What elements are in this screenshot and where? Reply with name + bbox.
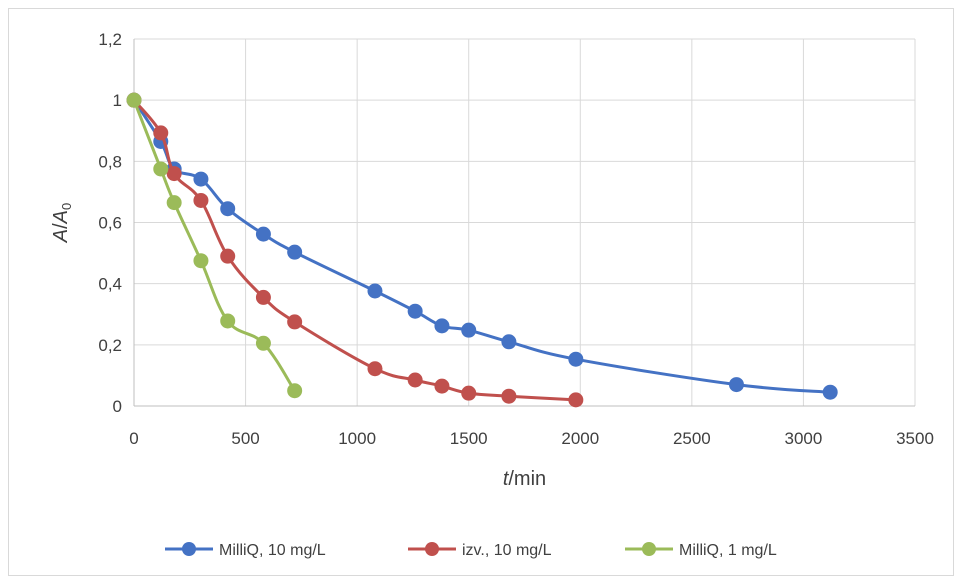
y-tick-label: 1,2 <box>98 30 122 49</box>
y-tick-label: 0,2 <box>98 336 122 355</box>
data-point <box>220 313 236 329</box>
data-point <box>255 335 271 351</box>
x-tick-label: 500 <box>231 429 259 448</box>
legend: MilliQ, 10 mg/L izv., 10 mg/L MilliQ, 1 mg… <box>165 542 777 559</box>
data-point <box>193 171 209 187</box>
data-point <box>166 195 182 211</box>
y-tick-label: 0,4 <box>98 275 122 294</box>
data-point <box>407 372 423 388</box>
legend-marker <box>425 542 439 556</box>
data-point <box>728 377 744 393</box>
data-point <box>434 318 450 334</box>
data-point <box>367 283 383 299</box>
legend-item: izv., 10 mg/L <box>408 542 552 559</box>
data-point <box>153 125 169 141</box>
axes: 0 0,2 0,4 0,6 0,8 1 1,2 0 500 1000 1500 2000 2500 300… <box>50 30 934 490</box>
data-point <box>255 289 271 305</box>
data-point <box>153 161 169 177</box>
y-axis-title: A/A0 <box>50 203 74 243</box>
legend-label: MilliQ, 10 mg/L <box>219 542 326 559</box>
x-tick-label: 1500 <box>450 429 488 448</box>
data-point <box>367 361 383 377</box>
legend-marker <box>642 542 656 556</box>
data-point <box>166 166 182 182</box>
x-axis-title: t/min <box>503 468 546 490</box>
chart-frame <box>8 8 954 576</box>
series-layer <box>126 92 838 408</box>
series-line <box>132 99 831 394</box>
x-tick-label: 1000 <box>338 429 376 448</box>
y-axis-title-a: A <box>50 229 72 243</box>
data-point <box>287 314 303 330</box>
series-line <box>132 99 576 402</box>
data-point <box>193 192 209 208</box>
series-1 <box>126 92 838 400</box>
legend-marker <box>182 542 196 556</box>
x-axis-title-unit: /min <box>508 468 546 490</box>
x-tick-label: 2000 <box>561 429 599 448</box>
data-point <box>287 383 303 399</box>
y-axis-title-slash: / <box>50 223 72 229</box>
data-point <box>407 303 423 319</box>
data-point <box>255 226 271 242</box>
y-axis-title-sub: 0 <box>59 203 74 210</box>
data-point <box>822 384 838 400</box>
x-tick-label: 3500 <box>896 429 934 448</box>
data-point <box>501 334 517 350</box>
y-axis-title-a0: A <box>50 210 72 224</box>
legend-label: MilliQ, 1 mg/L <box>679 542 777 559</box>
y-tick-label: 0,6 <box>98 214 122 233</box>
data-point <box>434 378 450 394</box>
x-tick-label: 3000 <box>785 429 823 448</box>
data-point <box>568 392 584 408</box>
data-point <box>193 253 209 269</box>
legend-item: MilliQ, 1 mg/L <box>625 542 777 559</box>
data-point <box>501 388 517 404</box>
x-tick-label: 2500 <box>673 429 711 448</box>
y-tick-label: 1 <box>113 91 122 110</box>
y-tick-label: 0,8 <box>98 152 122 171</box>
legend-label: izv., 10 mg/L <box>462 542 552 559</box>
x-axis-title-italic: t <box>503 468 510 490</box>
x-tick-label: 0 <box>129 429 138 448</box>
data-point <box>461 385 477 401</box>
data-point <box>568 351 584 367</box>
legend-item: MilliQ, 10 mg/L <box>165 542 326 559</box>
data-point <box>126 92 142 108</box>
y-tick-label: 0 <box>113 397 122 416</box>
gridlines <box>134 38 916 406</box>
data-point <box>461 322 477 338</box>
data-point <box>287 244 303 260</box>
series-3 <box>126 92 303 399</box>
data-point <box>220 201 236 217</box>
data-point <box>220 248 236 264</box>
